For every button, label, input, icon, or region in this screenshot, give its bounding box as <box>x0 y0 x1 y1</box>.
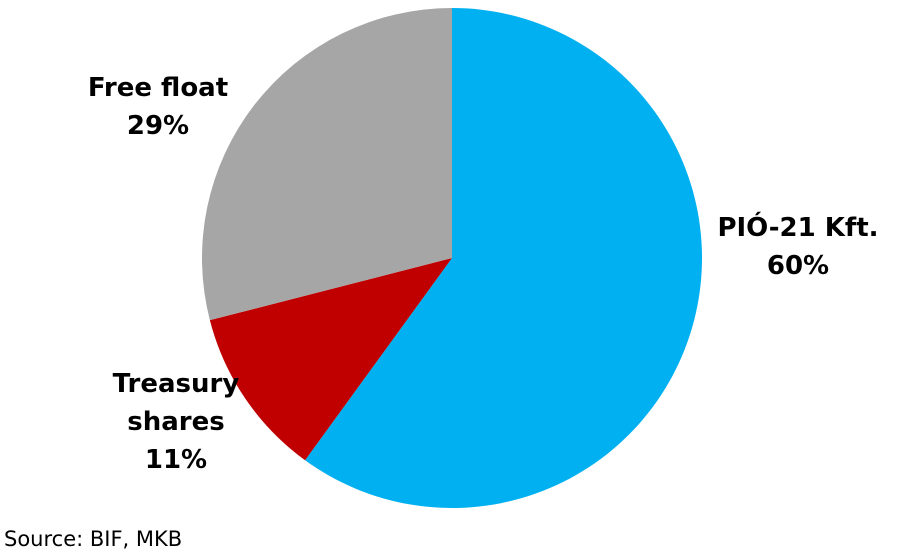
pie-chart: PIÓ-21 Kft. 60% Treasury shares 11% Free floa… <box>88 8 879 508</box>
pie-slice-pio-21 <box>305 8 703 508</box>
slice-label-treasury-shares: Treasury shares 11% <box>113 369 240 475</box>
pie-slice-treasury-shares <box>209 258 452 461</box>
slice-label-line: shares <box>127 407 224 437</box>
slice-label-free-float: Free float 29% <box>88 73 228 141</box>
source-note: Source: BIF, MKB <box>4 527 183 551</box>
slice-label-pio-21: PIÓ-21 Kft. 60% <box>717 211 878 281</box>
slice-labels: PIÓ-21 Kft. 60% Treasury shares 11% Free floa… <box>88 73 879 475</box>
slice-label-line: 11% <box>145 445 207 475</box>
pie-slice-free-float <box>201 8 452 321</box>
slice-label-line: 29% <box>127 111 189 141</box>
slice-label-line: Free float <box>88 73 228 103</box>
slice-label-line: PIÓ-21 Kft. <box>717 211 878 243</box>
slice-label-line: Treasury <box>113 369 240 399</box>
pie-slices <box>201 8 703 508</box>
slice-label-line: 60% <box>767 251 829 281</box>
